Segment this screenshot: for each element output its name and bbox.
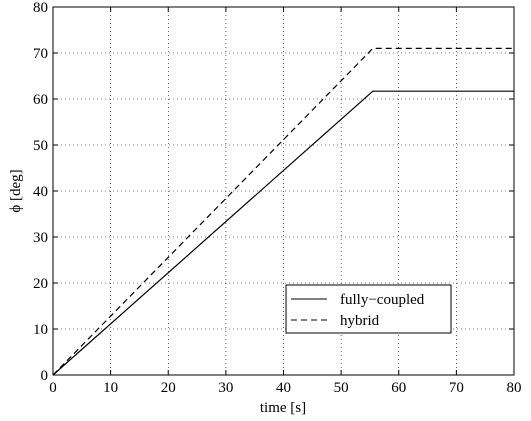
y-tick-label: 20	[33, 276, 48, 292]
y-tick-label: 70	[33, 46, 48, 62]
x-axis-label: time [s]	[260, 400, 306, 416]
y-tick-label: 0	[41, 368, 49, 384]
x-tick-label: 70	[449, 380, 464, 396]
y-tick-label: 60	[33, 92, 48, 108]
x-tick-label: 20	[161, 380, 176, 396]
x-tick-label: 0	[49, 380, 57, 396]
y-tick-label: 80	[33, 0, 48, 16]
legend-label-hybrid: hybrid	[340, 313, 380, 329]
x-tick-label: 80	[507, 380, 522, 396]
x-tick-labels: 0 10 20 30 40 50 60 70 80	[49, 380, 521, 396]
y-axis-label: ϕ [deg]	[8, 169, 24, 212]
y-tick-labels: 0 10 20 30 40 50 60 70 80	[33, 0, 48, 384]
x-tick-label: 30	[218, 380, 233, 396]
x-tick-label: 40	[276, 380, 291, 396]
x-tick-label: 10	[103, 380, 118, 396]
y-tick-label: 30	[33, 230, 48, 246]
legend: fully−coupled hybrid	[286, 285, 451, 333]
legend-label-fully-coupled: fully−coupled	[340, 292, 425, 308]
y-tick-label: 10	[33, 322, 48, 338]
y-tick-label: 50	[33, 138, 48, 154]
x-tick-label: 60	[391, 380, 406, 396]
x-tick-label: 50	[334, 380, 349, 396]
y-tick-label: 40	[33, 184, 48, 200]
